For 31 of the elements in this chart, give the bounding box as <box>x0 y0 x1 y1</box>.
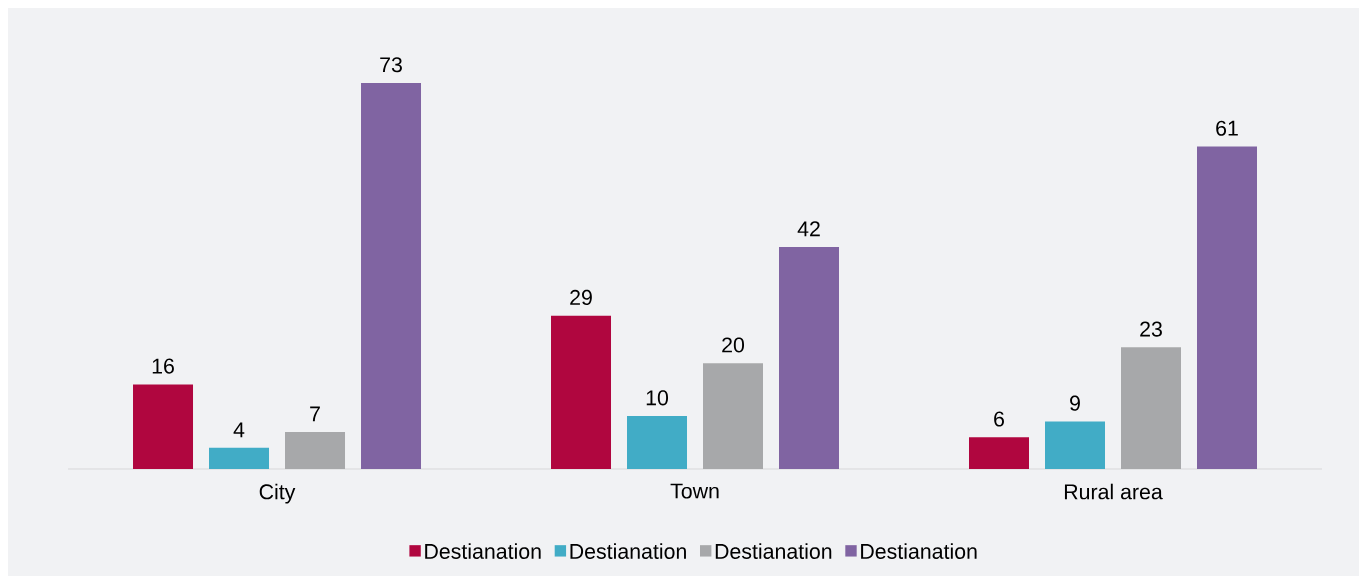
data-label: 6 <box>994 411 1004 427</box>
data-label: 42 <box>797 221 820 237</box>
data-label: 61 <box>1216 120 1238 136</box>
data-label: 16 <box>152 358 174 374</box>
bar <box>703 363 763 469</box>
data-label: 20 <box>722 337 745 353</box>
bar <box>1121 347 1181 469</box>
x-tick-label: Town <box>670 483 719 499</box>
data-label: 29 <box>570 289 592 305</box>
bar <box>551 315 612 469</box>
data-label: 4 <box>233 422 245 438</box>
bar <box>779 246 840 469</box>
bar <box>1197 146 1257 469</box>
x-tick-label: Rural area <box>1064 483 1163 500</box>
bar <box>209 447 270 469</box>
bar <box>361 82 422 469</box>
bar <box>969 437 1029 469</box>
bar <box>133 384 194 469</box>
bar <box>627 416 688 469</box>
bar <box>1045 421 1105 469</box>
legend-label: Destianation <box>861 543 977 559</box>
data-label: 9 <box>1070 395 1080 411</box>
x-tick-label: City <box>259 483 296 504</box>
data-label: 10 <box>646 390 669 406</box>
legend-label: Destianation <box>715 543 832 559</box>
data-label: 73 <box>380 57 402 73</box>
legend-label: Destianation <box>425 543 541 559</box>
legend-label: Destianation <box>570 543 686 559</box>
data-label: 23 <box>1140 321 1162 337</box>
bar <box>285 431 346 469</box>
data-label: 7 <box>310 406 320 422</box>
